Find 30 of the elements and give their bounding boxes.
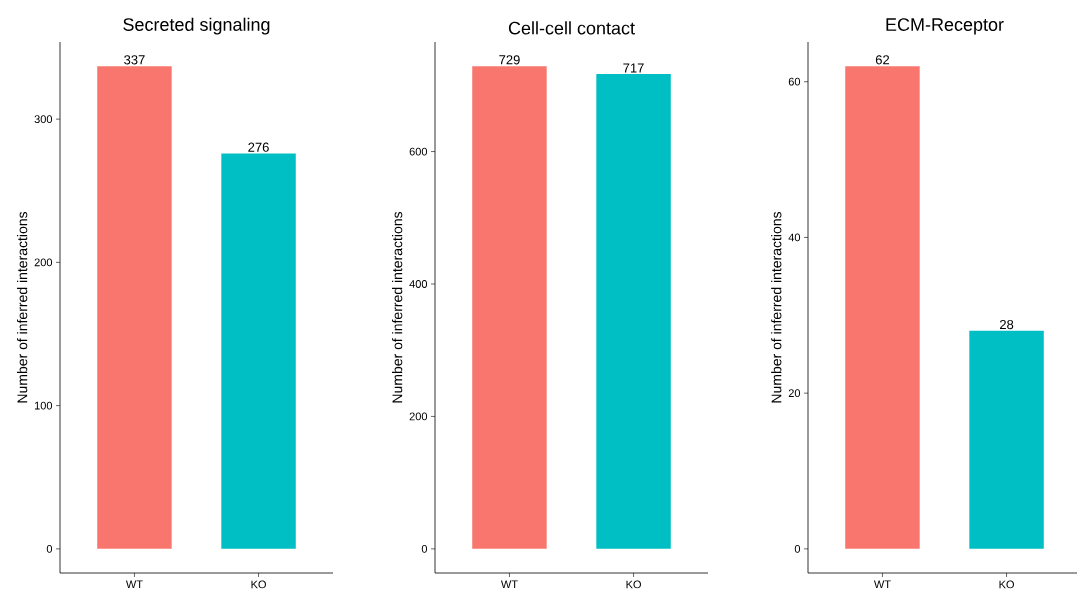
y-tick-label: 400 xyxy=(409,280,428,288)
data-label: 276 xyxy=(248,142,269,152)
y-tick-label: 100 xyxy=(34,401,53,410)
data-label: 28 xyxy=(999,319,1014,330)
y-tick-label: 0 xyxy=(421,544,428,553)
chart-title: Secreted signaling xyxy=(123,17,270,35)
data-label: 729 xyxy=(499,55,520,65)
y-tick-label: 0 xyxy=(46,544,53,553)
y-axis-title: Number of inferred interactions xyxy=(771,211,782,403)
x-tick-label: KO xyxy=(626,580,641,589)
data-label: 717 xyxy=(623,63,644,73)
y-tick-label: 600 xyxy=(409,147,428,156)
x-tick-label: WT xyxy=(873,580,891,589)
data-label: 62 xyxy=(875,55,890,65)
x-tick-label: WT xyxy=(125,580,143,589)
x-tick-label: KO xyxy=(999,580,1014,589)
y-axis-title: Number of inferred interactions xyxy=(17,211,28,403)
y-tick-label: 20 xyxy=(788,389,801,398)
y-axis-title: Number of inferred interactions xyxy=(392,211,403,403)
y-tick-label: 0 xyxy=(794,544,801,553)
y-tick-label: 300 xyxy=(34,115,53,124)
y-tick-label: 60 xyxy=(788,77,801,86)
chart-title: Cell-cell contact xyxy=(508,21,635,35)
y-tick-label: 200 xyxy=(409,412,428,421)
data-label: 337 xyxy=(124,55,145,65)
y-tick-label: 40 xyxy=(788,233,801,242)
y-tick-label: 200 xyxy=(34,258,53,267)
x-tick-label: WT xyxy=(500,580,518,589)
chart-title: ECM-Receptor xyxy=(886,18,1004,35)
x-tick-label: KO xyxy=(251,580,266,589)
